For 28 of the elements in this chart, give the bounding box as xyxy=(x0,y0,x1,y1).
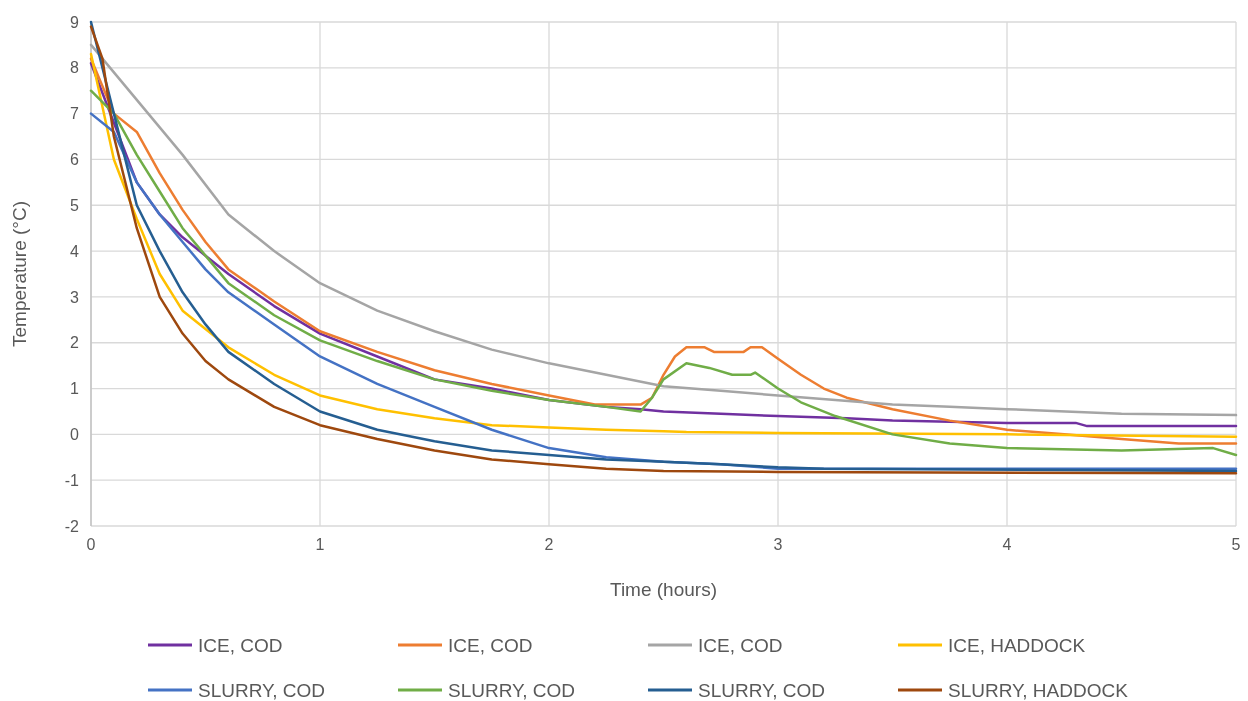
x-tick-label: 3 xyxy=(773,536,783,553)
x-tick-label: 1 xyxy=(315,536,325,553)
y-tick-label: -1 xyxy=(64,471,80,489)
y-tick-label: 2 xyxy=(70,334,80,352)
y-tick-label: -2 xyxy=(64,517,80,535)
legend-label: ICE, COD xyxy=(198,634,283,656)
y-tick-label: 3 xyxy=(70,288,80,306)
legend-label: SLURRY, HADDOCK xyxy=(948,679,1129,701)
legend-label: SLURRY, COD xyxy=(198,679,326,701)
x-axis-title: Time (hours) xyxy=(610,579,717,600)
x-tick-label: 4 xyxy=(1002,536,1012,553)
legend-label: SLURRY, COD xyxy=(698,679,826,701)
y-tick-label: 8 xyxy=(70,59,80,77)
legend-label: ICE, HADDOCK xyxy=(948,634,1086,656)
x-tick-label: 2 xyxy=(544,536,554,553)
y-tick-label: 5 xyxy=(70,196,80,214)
x-tick-label: 5 xyxy=(1231,536,1241,553)
legend-label: ICE, COD xyxy=(448,634,533,656)
legend-label: SLURRY, COD xyxy=(448,679,576,701)
x-tick-label: 0 xyxy=(86,536,96,553)
y-tick-label: 0 xyxy=(70,425,80,443)
y-tick-label: 4 xyxy=(70,242,80,260)
y-tick-label: 1 xyxy=(70,380,80,398)
y-tick-label: 9 xyxy=(70,13,80,31)
y-tick-label: 7 xyxy=(70,105,80,123)
y-tick-label: 6 xyxy=(70,151,80,169)
legend-label: ICE, COD xyxy=(698,634,783,656)
y-axis-title: Temperature (°C) xyxy=(9,201,30,347)
